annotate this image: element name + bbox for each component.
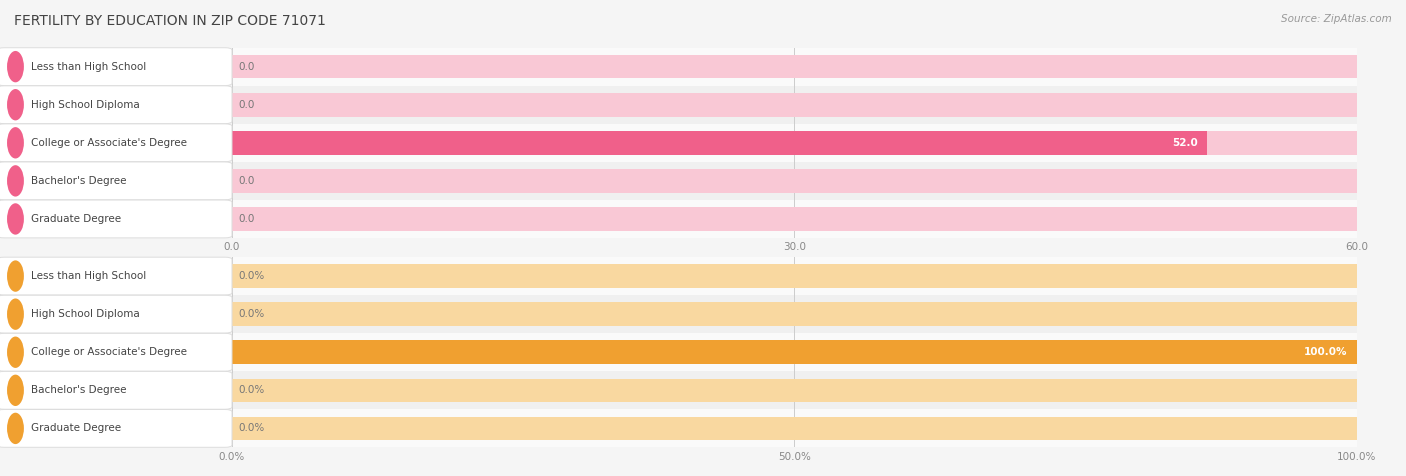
Text: College or Associate's Degree: College or Associate's Degree	[31, 347, 187, 357]
Bar	[232, 55, 1357, 79]
Text: 0.0: 0.0	[239, 176, 254, 186]
Bar	[232, 131, 1357, 155]
Text: 52.0: 52.0	[1173, 138, 1198, 148]
Bar	[232, 207, 1357, 231]
Bar	[232, 200, 1357, 238]
Text: 100.0%: 100.0%	[1305, 347, 1348, 357]
Text: 0.0%: 0.0%	[239, 423, 264, 434]
Bar	[232, 48, 1357, 86]
Text: FERTILITY BY EDUCATION IN ZIP CODE 71071: FERTILITY BY EDUCATION IN ZIP CODE 71071	[14, 14, 326, 28]
Text: High School Diploma: High School Diploma	[31, 309, 139, 319]
Text: 0.0%: 0.0%	[239, 271, 264, 281]
Bar	[232, 416, 1357, 440]
Bar	[232, 409, 1357, 447]
Text: College or Associate's Degree: College or Associate's Degree	[31, 138, 187, 148]
Text: Bachelor's Degree: Bachelor's Degree	[31, 176, 127, 186]
Text: Graduate Degree: Graduate Degree	[31, 214, 121, 224]
Bar	[232, 86, 1357, 124]
Text: Less than High School: Less than High School	[31, 271, 146, 281]
Bar	[232, 131, 1206, 155]
Bar	[232, 371, 1357, 409]
Bar	[232, 264, 1357, 288]
Bar	[232, 169, 1357, 193]
Bar	[232, 333, 1357, 371]
Bar	[232, 124, 1357, 162]
Text: 0.0: 0.0	[239, 99, 254, 110]
Bar	[232, 162, 1357, 200]
Text: Graduate Degree: Graduate Degree	[31, 423, 121, 434]
Text: 0.0%: 0.0%	[239, 309, 264, 319]
Bar	[232, 340, 1357, 364]
Text: 0.0: 0.0	[239, 214, 254, 224]
Bar	[232, 378, 1357, 402]
Bar	[232, 340, 1357, 364]
Bar	[232, 93, 1357, 117]
Text: 0.0: 0.0	[239, 61, 254, 72]
Text: Less than High School: Less than High School	[31, 61, 146, 72]
Text: 0.0%: 0.0%	[239, 385, 264, 396]
Bar	[232, 295, 1357, 333]
Text: Source: ZipAtlas.com: Source: ZipAtlas.com	[1281, 14, 1392, 24]
Bar	[232, 302, 1357, 326]
Text: Bachelor's Degree: Bachelor's Degree	[31, 385, 127, 396]
Bar	[232, 257, 1357, 295]
Text: High School Diploma: High School Diploma	[31, 99, 139, 110]
